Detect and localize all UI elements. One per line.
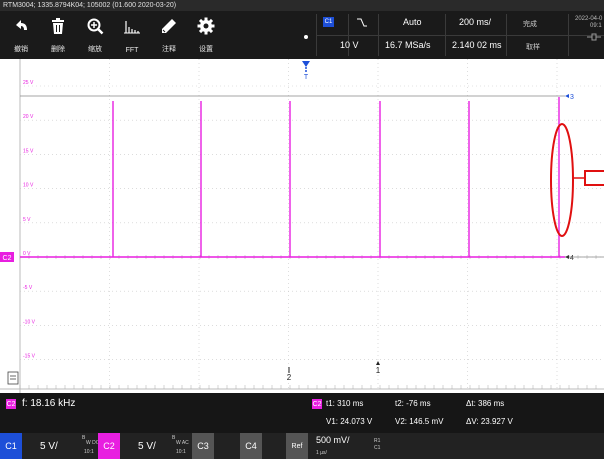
undo-label: 撤销 [14, 46, 28, 53]
sample-rate: 16.7 MSa/s [385, 40, 431, 50]
scroll-indicator[interactable] [7, 371, 19, 385]
settings-button[interactable]: 设置 [188, 11, 224, 59]
channel-c2-button[interactable]: C2 [98, 433, 120, 459]
gear-icon [197, 17, 215, 35]
cursor-delta-t: Δt: 386 ms [466, 399, 505, 408]
cursor-delta-v: ΔV: 23.927 V [466, 417, 513, 426]
info-sep [506, 14, 507, 56]
cursor-t1: t1: 310 ms [326, 399, 364, 408]
zoom-button[interactable]: 缩放 [77, 11, 113, 59]
settings-label: 设置 [199, 46, 213, 53]
c1-coupling-top: B [82, 435, 86, 441]
trigger-mode[interactable]: Auto [403, 17, 422, 27]
graticule[interactable]: 25 V 20 V 15 V 10 V 5 V 0 V -5 V -10 V -15 V T C… [0, 59, 604, 393]
info-sep [568, 14, 569, 56]
ref-marker-3[interactable]: 3 [570, 94, 574, 101]
c1-scale[interactable]: 5 V/ [40, 441, 58, 452]
y-tick-label: 5 V [23, 217, 31, 223]
info-sep [316, 14, 317, 56]
y-tick-label: 25 V [23, 80, 34, 86]
y-tick-label: -10 V [23, 319, 36, 325]
ref-source-bottom: C1 [374, 445, 381, 451]
measurement-bar: C2 f: 18.16 kHz C2 t1: 310 ms t2: -76 ms… [0, 393, 604, 433]
connection-icon [587, 33, 601, 41]
ref-marker-3-arrow-icon [565, 94, 569, 98]
freq-source-badge[interactable]: C2 [6, 399, 16, 409]
trigger-arrow-icon [302, 61, 310, 67]
c2-channel-tag: C2 [3, 255, 12, 262]
c1-probe: 10:1 [84, 449, 94, 455]
y-tick-label: 15 V [23, 148, 34, 154]
ref-time: 1 µs/ [316, 450, 327, 456]
y-tick-label: 20 V [23, 114, 34, 120]
c2-coupling: W AC [176, 440, 189, 446]
ref-source-top: R1 [374, 438, 381, 444]
cursor-source-badge[interactable]: C2 [312, 399, 322, 409]
trigger-level[interactable]: 10 V [340, 40, 359, 50]
ref-scale[interactable]: 500 mV/ [316, 435, 350, 445]
trigger-source-badge[interactable]: C1 [323, 17, 334, 27]
y-tick-label: 0 V [23, 251, 31, 257]
date-label: 2022-04-0 [575, 16, 603, 22]
trigger-tag: T [304, 74, 309, 81]
channel-bar: C1 5 V/ B W DC 10:1 C2 5 V/ B W AC 10:1 … [0, 433, 604, 459]
y-tick-label: 10 V [23, 183, 34, 189]
info-sep [445, 14, 446, 56]
grid-lines [19, 59, 604, 389]
zoom-label: 缩放 [88, 46, 102, 53]
waveform-display[interactable]: 25 V 20 V 15 V 10 V 5 V 0 V -5 V -10 V -15 V T C… [0, 59, 604, 393]
time-marker-1[interactable]: 1 [376, 366, 381, 375]
acq-status: 完成 [523, 21, 537, 28]
cursor-v1: V1: 24.073 V [326, 417, 373, 426]
c1-coupling: W DC [86, 440, 100, 446]
fft-button[interactable]: FFT [114, 11, 150, 59]
time-marker-2[interactable]: 2 [287, 373, 292, 382]
status-dot [304, 35, 308, 39]
time-marker-1-arrow-icon [376, 361, 380, 365]
y-tick-label: -5 V [23, 285, 33, 291]
delete-label: 删除 [51, 46, 65, 53]
ref-button[interactable]: Ref [286, 433, 308, 459]
c2-probe: 10:1 [176, 449, 186, 455]
c2-waveform [112, 97, 560, 257]
info-sep [348, 14, 349, 56]
y-tick-label: -15 V [23, 354, 36, 360]
window-title: RTM3004; 1335.8794K04; 105002 (01.600 20… [0, 0, 604, 11]
time-label: 09:1 [590, 23, 602, 29]
timebase-value[interactable]: 200 ms/ [459, 17, 492, 27]
info-divider [316, 35, 604, 36]
annotate-button[interactable]: 注释 [151, 11, 187, 59]
undo-icon [16, 20, 27, 30]
annotate-label: 注释 [162, 46, 176, 53]
channel-c4-button[interactable]: C4 [240, 433, 262, 459]
spectrum-icon [124, 21, 140, 34]
frequency-measurement[interactable]: f: 18.16 kHz [22, 398, 76, 409]
pen-icon [162, 19, 176, 33]
fft-label: FFT [125, 47, 139, 54]
zoom-icon [87, 18, 104, 35]
cursor-t2: t2: -76 ms [395, 399, 431, 408]
trash-icon [52, 18, 64, 34]
y-axis-labels: 25 V 20 V 15 V 10 V 5 V 0 V -5 V -10 V -15 V [23, 80, 36, 360]
delete-button[interactable]: 删除 [40, 11, 76, 59]
c2-coupling-top: B [172, 435, 176, 441]
falling-edge-icon[interactable] [356, 17, 368, 28]
c2-scale[interactable]: 5 V/ [138, 441, 156, 452]
ref-marker-4-arrow-icon [565, 255, 569, 259]
horizontal-position[interactable]: 2.140 02 ms [452, 40, 502, 50]
info-sep [378, 14, 379, 56]
annotation-ellipse[interactable] [550, 123, 574, 237]
channel-c1-button[interactable]: C1 [0, 433, 22, 459]
acquisition-mode[interactable]: 取样 [526, 44, 540, 51]
channel-c3-button[interactable]: C3 [192, 433, 214, 459]
ref-marker-4[interactable]: 4 [570, 255, 574, 262]
cursor-v2: V2: 146.5 mV [395, 417, 444, 426]
undo-button[interactable]: 撤销 [3, 11, 39, 59]
c2-channel-tag-bg[interactable] [0, 252, 14, 262]
